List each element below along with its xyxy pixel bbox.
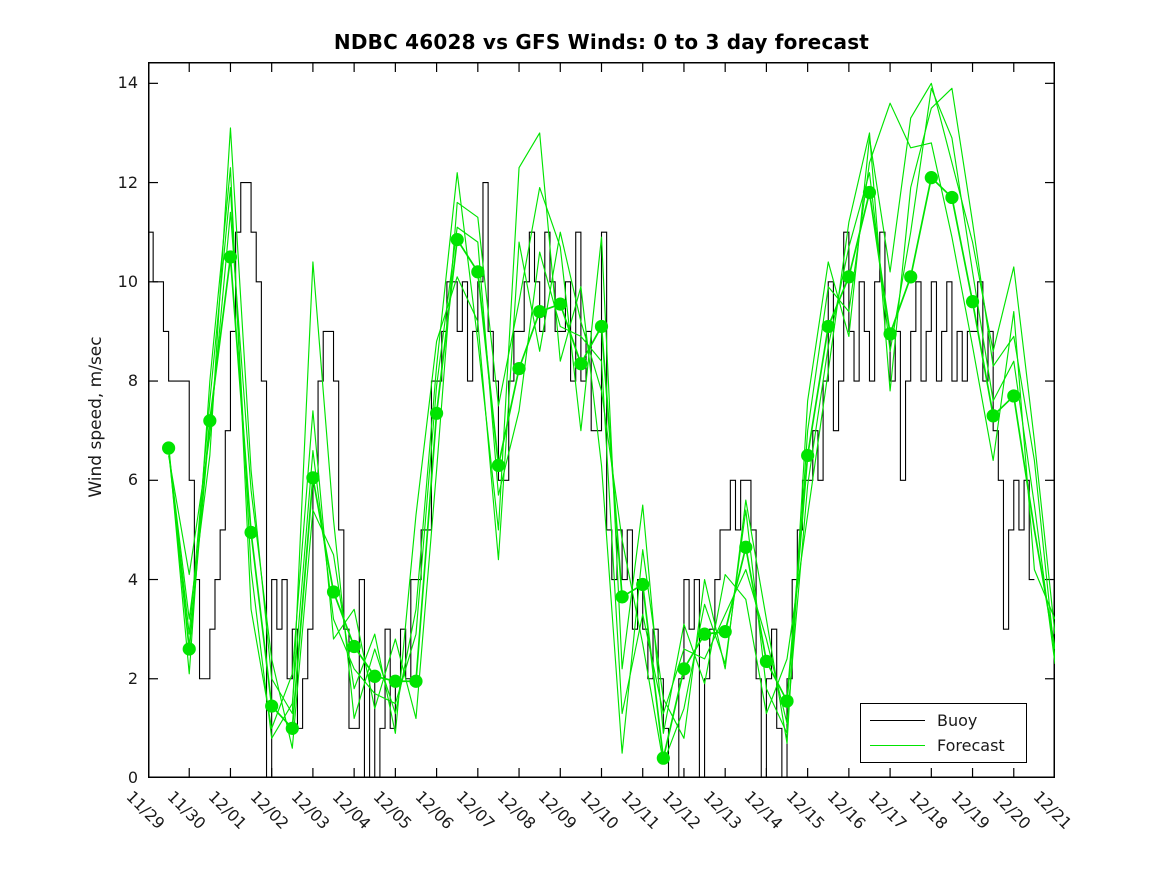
axes-box xyxy=(148,62,1055,778)
x-tick-label: 12/19 xyxy=(947,787,994,834)
forecast-analysis-dot xyxy=(491,458,506,472)
x-tick-label: 12/11 xyxy=(617,787,664,834)
legend-forecast-label: Forecast xyxy=(937,735,1005,755)
x-tick-label: 12/15 xyxy=(782,787,829,834)
y-tick-label: 0 xyxy=(127,768,138,787)
legend: Buoy Forecast xyxy=(860,703,1027,763)
forecast-analysis-dot xyxy=(801,448,815,463)
forecast-analysis-dot xyxy=(306,471,320,485)
forecast-analysis-dot xyxy=(326,585,341,599)
forecast-analysis-dot xyxy=(1007,389,1021,403)
forecast-analysis-dot xyxy=(553,297,567,311)
forecast-analysis-dot xyxy=(223,250,238,264)
forecast-analysis-dot xyxy=(615,590,629,604)
forecast-analysis-dot xyxy=(656,751,670,765)
chart-title: NDBC 46028 vs GFS Winds: 0 to 3 day fore… xyxy=(333,30,870,54)
plot-svg xyxy=(148,62,1055,778)
forecast-analysis-dot xyxy=(429,406,444,420)
forecast-analysis-dot xyxy=(182,642,196,656)
x-tick-label: 12/20 xyxy=(988,787,1035,834)
forecast-analysis-dot xyxy=(450,233,464,247)
x-tick-label: 12/10 xyxy=(576,787,623,834)
forecast-analysis-dot xyxy=(986,409,1000,423)
forecast-analysis-dot xyxy=(739,540,753,554)
forecast-analysis-dot xyxy=(347,639,361,654)
legend-buoy-label: Buoy xyxy=(937,710,978,730)
legend-buoy-line-swatch xyxy=(870,720,925,721)
forecast-line xyxy=(168,82,1055,754)
x-tick-label: 12/05 xyxy=(369,787,416,834)
forecast-analysis-dot xyxy=(862,185,877,200)
y-tick-label: 6 xyxy=(127,470,138,490)
forecast-analysis-dot xyxy=(883,327,897,341)
x-tick-label: 12/16 xyxy=(823,787,870,834)
forecast-analysis-dot xyxy=(285,721,299,735)
forecast-analysis-dot xyxy=(388,674,402,688)
forecast-analysis-dot xyxy=(533,304,547,319)
forecast-analysis-dot xyxy=(409,674,423,688)
x-tick-label: 12/03 xyxy=(287,787,334,834)
forecast-analysis-dot xyxy=(368,669,382,683)
forecast-analysis-dot xyxy=(471,265,485,279)
forecast-analysis-dot xyxy=(965,295,980,309)
x-tick-label: 12/08 xyxy=(493,787,540,834)
legend-item-forecast: Forecast xyxy=(861,735,1026,755)
y-tick-label: 2 xyxy=(127,668,138,688)
x-tick-label: 12/14 xyxy=(740,787,788,834)
y-tick-label: 14 xyxy=(117,73,138,93)
x-tick-label: 11/30 xyxy=(163,787,210,834)
x-tick-label: 12/12 xyxy=(658,787,705,834)
x-tick-label: 12/01 xyxy=(205,787,252,834)
plot-area xyxy=(148,62,1055,778)
legend-forecast-line-swatch xyxy=(870,745,925,746)
forecast-analysis-dot xyxy=(512,362,526,376)
forecast-analysis-dot xyxy=(162,441,176,455)
forecast-analysis-dot xyxy=(904,270,918,284)
y-tick-label: 8 xyxy=(127,371,138,391)
forecast-analysis-dot xyxy=(594,319,609,334)
x-tick-label: 12/02 xyxy=(246,787,293,834)
forecast-analysis-dot xyxy=(697,627,712,641)
forecast-analysis-dot xyxy=(203,414,217,428)
forecast-analysis-dot xyxy=(574,357,588,371)
x-tick-label: 12/18 xyxy=(905,787,952,834)
x-tick-label: 12/04 xyxy=(328,787,375,834)
forecast-analysis-dot xyxy=(924,171,938,185)
forecast-analysis-dot xyxy=(842,270,856,284)
forecast-analysis-dot xyxy=(718,625,732,639)
x-tick-label: 11/29 xyxy=(122,787,169,834)
forecast-analysis-dot xyxy=(759,654,774,669)
forecast-analysis-dot xyxy=(265,699,279,713)
forecast-analysis-dot xyxy=(780,694,794,708)
x-tick-label: 12/13 xyxy=(699,787,746,834)
y-tick-label: 4 xyxy=(127,569,138,589)
forecast-line xyxy=(168,87,1055,734)
forecast-analysis-dot xyxy=(244,525,258,539)
legend-item-buoy: Buoy xyxy=(861,710,1026,730)
x-tick-label: 12/06 xyxy=(411,787,458,834)
x-tick-label: 12/21 xyxy=(1029,787,1076,834)
forecast-analysis-dot xyxy=(677,662,691,676)
forecast-line xyxy=(168,102,1055,764)
buoy-line xyxy=(148,182,1035,778)
forecast-analysis-dot xyxy=(636,577,650,592)
forecast-analysis-dot xyxy=(945,190,959,205)
y-tick-label: 10 xyxy=(117,271,138,291)
x-tick-label: 12/17 xyxy=(864,787,911,834)
y-tick-label: 12 xyxy=(117,172,138,192)
forecast-analysis-dot xyxy=(821,319,835,334)
x-tick-label: 12/07 xyxy=(452,787,499,834)
x-tick-label: 12/09 xyxy=(534,787,581,834)
